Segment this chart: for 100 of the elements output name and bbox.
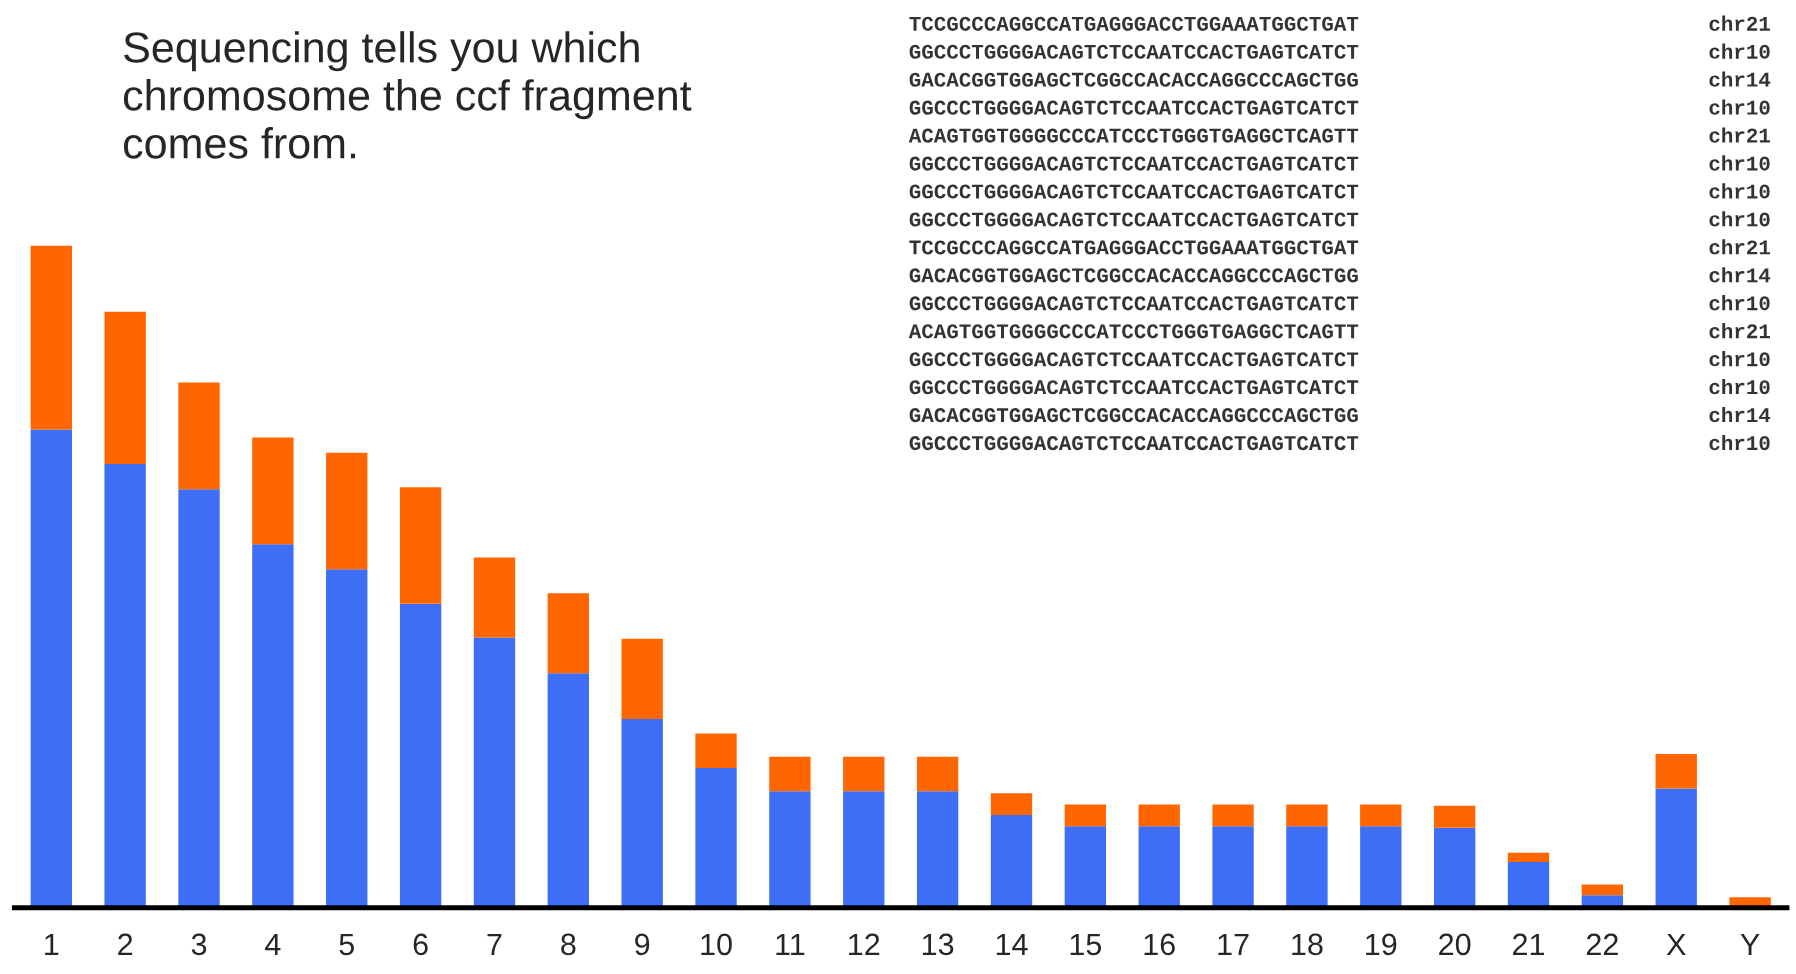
x-tick-label: 18: [1292, 933, 1323, 956]
text: chr10: [1709, 43, 1770, 59]
bar: [1507, 862, 1550, 908]
x-tick-label: 13: [922, 933, 954, 956]
text: chr10: [1709, 155, 1770, 171]
bar: [1212, 804, 1254, 827]
bar: [1138, 804, 1180, 827]
annotation: chr10: [1709, 378, 1770, 395]
annotation: chr14: [1709, 267, 1771, 283]
bar: [1212, 826, 1254, 908]
bar: [621, 638, 663, 720]
bar: [1507, 852, 1550, 863]
bar: [104, 464, 146, 908]
bar: [990, 793, 1033, 816]
bar: [252, 544, 294, 908]
text: chr10: [1709, 99, 1770, 115]
bar: [1581, 884, 1624, 896]
annotation: chr10: [1709, 351, 1770, 367]
x-tick-label: 6: [413, 933, 428, 956]
annotation: GACACGGTGGAGCTCGGCCACACCAGGCCCAGCTGG: [909, 408, 1358, 423]
annotation: chr10: [1709, 434, 1770, 451]
bar: [326, 569, 368, 908]
x-tick-label: 2: [118, 933, 133, 955]
bar: [1138, 826, 1180, 908]
bar: [1360, 804, 1402, 827]
text: GGCCCTGGGGACAGTCTCCAATCCACTGAGTCATCT: [909, 212, 1359, 227]
x-tick-label: 17: [1218, 933, 1249, 955]
x-tick-label: 1: [45, 933, 59, 955]
text: chr21: [1709, 15, 1770, 31]
bar: [1064, 826, 1107, 908]
text: GGCCCTGGGGACAGTCTCCAATCCACTGAGTCATCT: [909, 44, 1359, 59]
bar: [30, 245, 72, 430]
text: GGCCCTGGGGACAGTCTCCAATCCACTGAGTCATCT: [909, 184, 1359, 199]
bar: [399, 487, 442, 604]
x-tick-label: 16: [1144, 933, 1175, 956]
bar: [1064, 804, 1107, 827]
bar: [104, 311, 146, 465]
bar: [843, 756, 885, 792]
annotation: chr10: [1709, 295, 1770, 311]
bar: [621, 719, 663, 908]
text: TCCGCCCAGGCCATGAGGGACCTGGAAATGGCTGAT: [909, 16, 1359, 31]
x-tick-label: 10: [701, 933, 732, 956]
annotation: GGCCCTGGGGACAGTCTCCAATCCACTGAGTCATCT: [909, 352, 1359, 367]
bar: [1286, 804, 1328, 827]
bar: [769, 791, 811, 908]
bar: [473, 557, 516, 638]
bar: [547, 593, 589, 674]
x-tick-label: 19: [1366, 933, 1397, 956]
annotation: GGCCCTGGGGACAGTCTCCAATCCACTGAGTCATCT: [909, 380, 1359, 395]
bar: [1655, 788, 1697, 908]
text: ACAGTGGTGGGGCCCATCCCTGGGTGAGGCTCAGTT: [908, 128, 1359, 143]
x-tick-label: 7: [487, 933, 502, 955]
text: GGCCCTGGGGACAGTCTCCAATCCACTGAGTCATCT: [909, 156, 1359, 171]
x-tick-label: 8: [561, 933, 576, 956]
bar: [1286, 826, 1328, 908]
bar: [1360, 826, 1402, 908]
bar: [695, 733, 737, 769]
x-tick-label: 4: [265, 933, 281, 955]
annotation: TCCGCCCAGGCCATGAGGGACCTGGAAATGGCTGAT: [909, 240, 1359, 255]
x-tick-label: 22: [1586, 933, 1618, 955]
text: chr14: [1709, 71, 1771, 87]
annotation: chr21: [1709, 239, 1770, 255]
x-tick-label: 5: [339, 933, 354, 956]
bar: [1433, 827, 1476, 908]
x-tick-label: X: [1666, 933, 1686, 955]
bar: [547, 673, 589, 908]
bar: [1433, 805, 1476, 828]
annotation: GACACGGTGGAGCTCGGCCACACCAGGCCCAGCTGG: [909, 268, 1358, 283]
annotation: chr21: [1709, 323, 1770, 339]
x-tick-label: 15: [1070, 933, 1102, 956]
annotation: GGCCCTGGGGACAGTCTCCAATCCACTGAGTCATCT: [909, 296, 1359, 311]
text: GGCCCTGGGGACAGTCTCCAATCCACTGAGTCATCT: [909, 100, 1359, 115]
bar: [399, 603, 442, 908]
x-tick-label: 20: [1439, 933, 1471, 956]
annotation: chr14: [1709, 406, 1771, 423]
bar: [30, 429, 72, 908]
bar: [326, 452, 368, 570]
bar: [769, 756, 811, 792]
chart-title: Sequencing tells you which chromosome the ccf fragment comes from.: [123, 31, 692, 159]
x-tick-label: 9: [635, 933, 650, 956]
bar: [473, 637, 516, 908]
bar: [1655, 754, 1697, 789]
text: chr10: [1709, 211, 1770, 227]
annotation: ACAGTGGTGGGGCCCATCCCTGGGTGAGGCTCAGTT: [908, 324, 1359, 339]
bar: [695, 768, 737, 908]
bar: [178, 489, 220, 908]
text: chr21: [1709, 127, 1770, 143]
bar: [916, 756, 959, 792]
x-tick-label: 3: [191, 933, 207, 956]
annotation: GGCCCTGGGGACAGTCTCCAATCCACTGAGTCATCT: [909, 436, 1359, 451]
text: GACACGGTGGAGCTCGGCCACACCAGGCCCAGCTGG: [909, 72, 1358, 87]
bar: [990, 815, 1033, 908]
bar: [843, 791, 885, 908]
text: chr10: [1709, 183, 1770, 199]
x-tick-label: Y: [1740, 933, 1760, 955]
x-tick-label: 14: [996, 933, 1028, 955]
x-tick-label: 21: [1513, 933, 1545, 955]
x-tick-label: 12: [849, 933, 880, 955]
bar: [178, 382, 220, 490]
bar: [252, 437, 294, 545]
